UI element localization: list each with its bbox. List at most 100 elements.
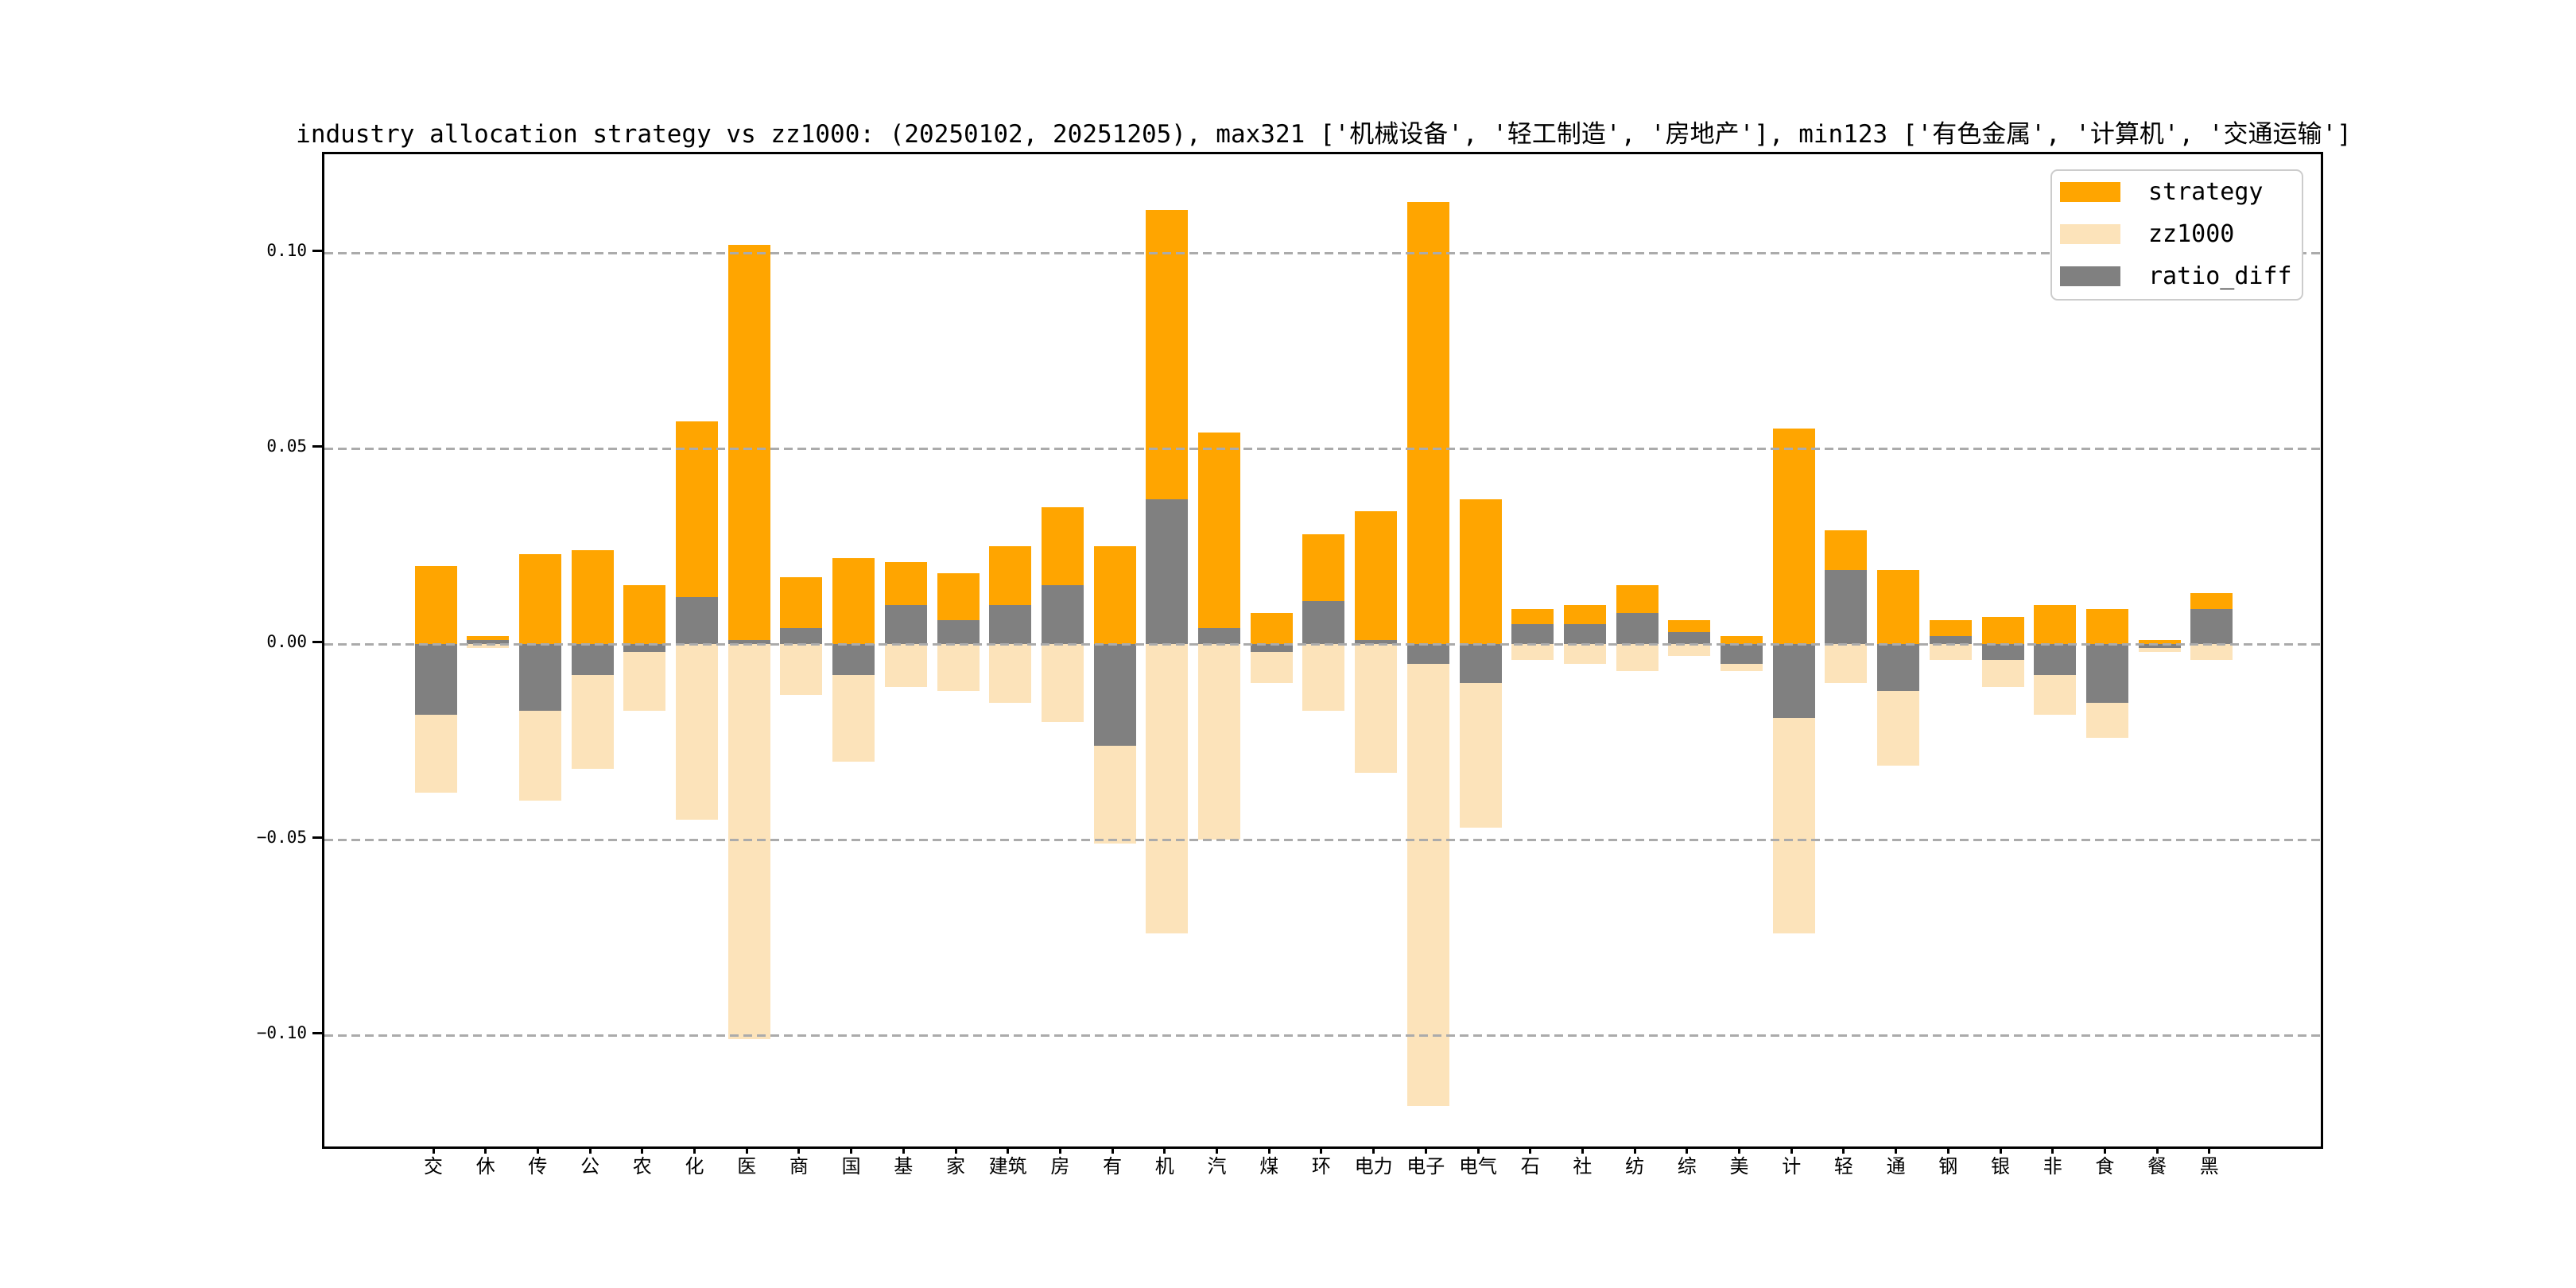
bar-zz1000-电子 xyxy=(1406,644,1449,1106)
x-axis-label-综: 综 xyxy=(1677,1155,1697,1177)
bar-zz1000-农 xyxy=(623,644,666,711)
x-axis-label-钢: 钢 xyxy=(1938,1155,1958,1177)
gridline-y-0.05 xyxy=(324,447,2321,450)
bar-ratio-diff-化 xyxy=(676,596,718,644)
bar-zz1000-家 xyxy=(937,644,980,692)
x-axis-tick-电力 xyxy=(1372,1146,1375,1154)
x-axis-label-汽: 汽 xyxy=(1207,1155,1227,1177)
x-axis-tick-黑 xyxy=(2208,1146,2211,1154)
bar-zz1000-钢 xyxy=(1929,644,1972,660)
x-axis-tick-基 xyxy=(902,1146,905,1154)
bar-ratio-diff-综 xyxy=(1668,632,1711,644)
x-axis-tick-建筑 xyxy=(1007,1146,1010,1154)
x-axis-label-机: 机 xyxy=(1154,1155,1174,1177)
x-axis-label-计: 计 xyxy=(1782,1155,1802,1177)
x-axis-label-有: 有 xyxy=(1103,1155,1123,1177)
y-axis-label-−0.10: −0.10 xyxy=(256,1023,307,1042)
x-axis-label-纺: 纺 xyxy=(1625,1155,1645,1177)
x-axis-label-环: 环 xyxy=(1311,1155,1331,1177)
x-axis-label-休: 休 xyxy=(475,1155,495,1177)
x-axis-tick-餐 xyxy=(2155,1146,2159,1154)
bar-strategy-餐 xyxy=(2138,640,2181,644)
x-axis-label-农: 农 xyxy=(632,1155,652,1177)
x-axis-label-通: 通 xyxy=(1886,1155,1906,1177)
bar-ratio-diff-交 xyxy=(414,644,457,715)
bar-strategy-有 xyxy=(1093,546,1136,644)
x-axis-tick-电子 xyxy=(1424,1146,1427,1154)
x-axis-tick-非 xyxy=(2051,1146,2054,1154)
x-axis-tick-机 xyxy=(1163,1146,1166,1154)
gridline-y-0.1 xyxy=(324,251,2321,254)
x-axis-label-建筑: 建筑 xyxy=(988,1155,1027,1177)
x-axis-label-食: 食 xyxy=(2095,1155,2115,1177)
x-axis-label-黑: 黑 xyxy=(2199,1155,2219,1177)
x-axis-label-电气: 电气 xyxy=(1459,1155,1497,1177)
bar-ratio-diff-纺 xyxy=(1616,612,1658,644)
x-axis-tick-交 xyxy=(432,1146,435,1154)
x-axis-label-石: 石 xyxy=(1520,1155,1540,1177)
x-axis-tick-石 xyxy=(1529,1146,1532,1154)
bar-ratio-diff-传 xyxy=(518,644,561,711)
bar-zz1000-房 xyxy=(1041,644,1084,723)
x-axis-tick-国 xyxy=(850,1146,853,1154)
x-axis-label-传: 传 xyxy=(528,1155,548,1177)
bar-ratio-diff-钢 xyxy=(1929,636,1972,644)
bar-strategy-食 xyxy=(2085,608,2128,644)
legend-label-strategy: strategy xyxy=(2148,178,2264,206)
x-axis-tick-汽 xyxy=(1216,1146,1218,1154)
bar-strategy-休 xyxy=(467,636,510,644)
x-axis-tick-煤 xyxy=(1267,1146,1271,1154)
x-axis-tick-食 xyxy=(2103,1146,2106,1154)
bar-ratio-diff-电气 xyxy=(1459,644,1502,684)
y-axis-label-0.00: 0.00 xyxy=(266,632,307,651)
x-axis-tick-环 xyxy=(1320,1146,1323,1154)
bar-strategy-医 xyxy=(727,245,770,644)
x-axis-tick-钢 xyxy=(1946,1146,1949,1154)
bar-strategy-非 xyxy=(2034,604,2077,644)
x-axis-label-国: 国 xyxy=(841,1155,861,1177)
x-axis-tick-纺 xyxy=(1633,1146,1636,1154)
y-axis-tick-−0.05 xyxy=(312,836,322,839)
bar-ratio-diff-餐 xyxy=(2138,644,2181,648)
bar-ratio-diff-轻 xyxy=(1825,569,1868,644)
gridline-y--0.05 xyxy=(324,838,2321,841)
x-axis-tick-银 xyxy=(1999,1146,2002,1154)
bar-ratio-diff-休 xyxy=(467,640,510,644)
bar-zz1000-汽 xyxy=(1198,644,1240,840)
x-axis-tick-轻 xyxy=(1842,1146,1845,1154)
bar-ratio-diff-电力 xyxy=(1355,640,1398,644)
bar-strategy-煤 xyxy=(1250,612,1293,644)
bar-strategy-农 xyxy=(623,585,666,644)
bar-ratio-diff-社 xyxy=(1563,624,1606,644)
bar-zz1000-环 xyxy=(1302,644,1345,711)
x-axis-label-社: 社 xyxy=(1573,1155,1593,1177)
bar-zz1000-机 xyxy=(1146,644,1189,934)
bar-zz1000-黑 xyxy=(2190,644,2233,660)
bar-ratio-diff-公 xyxy=(571,644,614,676)
x-axis-tick-综 xyxy=(1686,1146,1689,1154)
x-axis-label-轻: 轻 xyxy=(1833,1155,1853,1177)
legend-item-strategy: strategy xyxy=(2052,171,2302,213)
bar-ratio-diff-电子 xyxy=(1406,644,1449,664)
bar-strategy-电气 xyxy=(1459,499,1502,644)
x-axis-label-基: 基 xyxy=(894,1155,914,1177)
x-axis-tick-有 xyxy=(1111,1146,1114,1154)
legend: strategy zz1000 ratio_diff xyxy=(2050,169,2303,301)
x-axis-label-家: 家 xyxy=(946,1155,965,1177)
bar-ratio-diff-煤 xyxy=(1250,644,1293,652)
bar-zz1000-综 xyxy=(1668,644,1711,656)
bar-ratio-diff-基 xyxy=(884,604,927,644)
bar-strategy-电子 xyxy=(1406,202,1449,644)
legend-item-zz1000: zz1000 xyxy=(2052,213,2302,255)
y-axis-tick-0.00 xyxy=(312,640,322,643)
bar-ratio-diff-国 xyxy=(832,644,875,676)
bar-ratio-diff-黑 xyxy=(2190,608,2233,644)
bar-ratio-diff-家 xyxy=(937,620,980,644)
x-axis-label-煤: 煤 xyxy=(1259,1155,1279,1177)
bar-zz1000-医 xyxy=(727,644,770,1039)
bar-zz1000-电力 xyxy=(1355,644,1398,774)
bar-strategy-银 xyxy=(1981,616,2024,644)
x-axis-label-电子: 电子 xyxy=(1406,1155,1445,1177)
bar-zz1000-石 xyxy=(1511,644,1554,660)
y-axis-label-0.05: 0.05 xyxy=(266,436,307,456)
